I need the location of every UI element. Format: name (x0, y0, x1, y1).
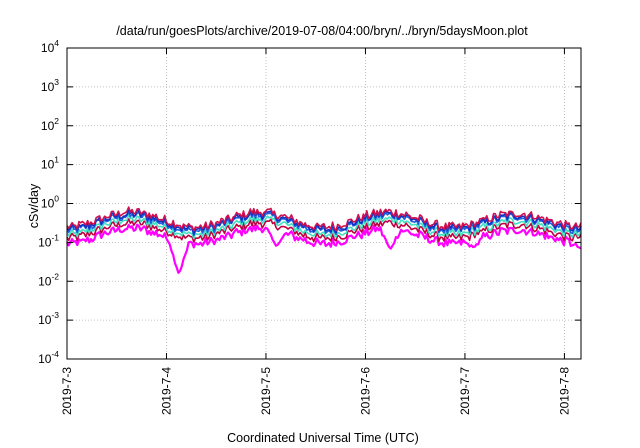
tick-layer: 10-4 10-3 10-2 10-1 100 101 102 103 104 2019-7-3 2… (38, 38, 581, 415)
x-tick-label: 2019-7-4 (159, 367, 173, 415)
plot-frame (66, 47, 582, 360)
x-tick-label: 2019-7-5 (259, 367, 273, 415)
y-tick-label: 10-4 (38, 349, 59, 366)
y-tick-label: 10-1 (38, 232, 59, 249)
x-tick-label: 2019-7-3 (60, 367, 74, 415)
grid (67, 48, 581, 359)
x-tick-label: 2019-7-7 (458, 367, 472, 415)
y-tick-label: 10-3 (38, 310, 59, 327)
y-tick-label: 104 (41, 38, 59, 55)
series-line-top (66, 206, 582, 232)
axes-box (66, 47, 582, 360)
series-layer (66, 206, 582, 274)
series-line-low-mid (66, 218, 582, 243)
y-tick-label: 102 (41, 116, 59, 133)
x-tick-label: 2019-7-8 (557, 367, 571, 415)
chart-title: /data/run/goesPlots/archive/2019-07-08/0… (116, 24, 528, 38)
y-tick-label: 10-2 (38, 271, 59, 288)
y-tick-label: 100 (41, 194, 59, 211)
y-axis-label: cSv/day (27, 183, 41, 228)
y-tick-label: 103 (41, 77, 59, 94)
series-line-lower (66, 223, 582, 274)
series-line-mid (66, 213, 582, 240)
y-tick-label: 101 (41, 155, 59, 172)
x-axis-label: Coordinated Universal Time (UTC) (227, 431, 419, 445)
x-tick-label: 2019-7-6 (358, 367, 372, 415)
